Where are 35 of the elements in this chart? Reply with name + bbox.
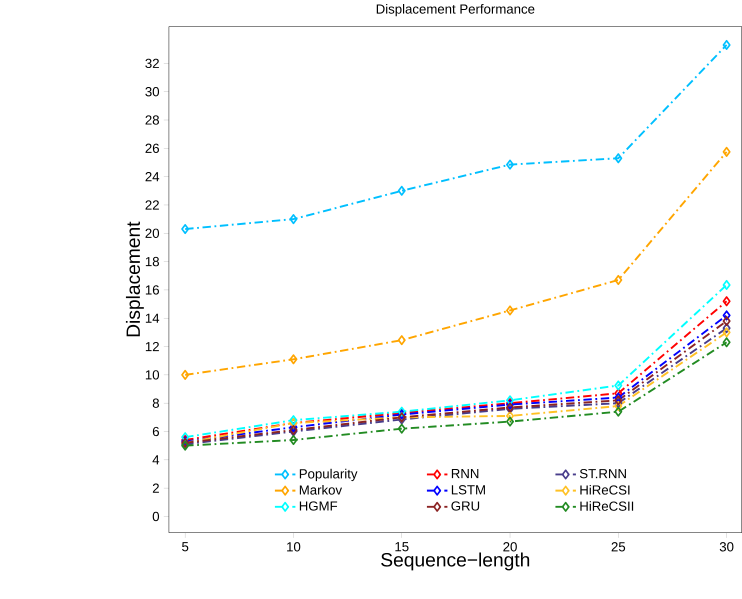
y-tick-label: 10 — [146, 370, 160, 380]
y-tick-label: 0 — [152, 512, 160, 522]
legend-label: RNN — [452, 469, 478, 478]
legend-label: HGMF — [300, 502, 338, 511]
legend-label: Markov — [300, 485, 342, 495]
y-tick-label: 30 — [145, 87, 160, 97]
y-tick-label: 12 — [146, 342, 159, 352]
x-tick-label: 25 — [612, 542, 626, 552]
y-axis-title: Displacement — [126, 222, 144, 336]
y-tick-label: 20 — [146, 228, 160, 238]
legend-label: LSTM — [452, 485, 485, 495]
y-tick-label: 16 — [146, 285, 159, 295]
legend-label: ST.RNN — [580, 469, 626, 479]
y-tick-label: 2 — [152, 484, 159, 493]
y-tick-label: 32 — [145, 58, 159, 68]
chart-title: Displacement Performance — [376, 4, 534, 16]
y-tick-label: 24 — [146, 172, 160, 182]
legend-label: HiReCSII — [580, 501, 634, 512]
x-tick-label: 15 — [395, 542, 409, 552]
x-tick-label: 20 — [503, 542, 517, 552]
y-tick-label: 22 — [146, 200, 159, 210]
legend-label: Popularity — [300, 468, 358, 482]
y-tick-label: 28 — [146, 116, 159, 125]
legend-label: GRU — [451, 502, 480, 511]
x-axis-title: Sequence−length — [381, 552, 530, 571]
x-tick-label: 5 — [182, 542, 188, 552]
x-tick-label: 10 — [287, 542, 300, 552]
legend-label: HiReCSI — [580, 485, 630, 495]
y-tick-label: 14 — [146, 314, 160, 323]
y-tick-label: 4 — [152, 455, 160, 465]
y-tick-label: 6 — [152, 427, 159, 436]
y-tick-label: 26 — [146, 144, 159, 154]
y-tick-label: 8 — [152, 398, 159, 408]
y-tick-label: 18 — [146, 257, 159, 266]
x-tick-label: 30 — [720, 542, 734, 552]
